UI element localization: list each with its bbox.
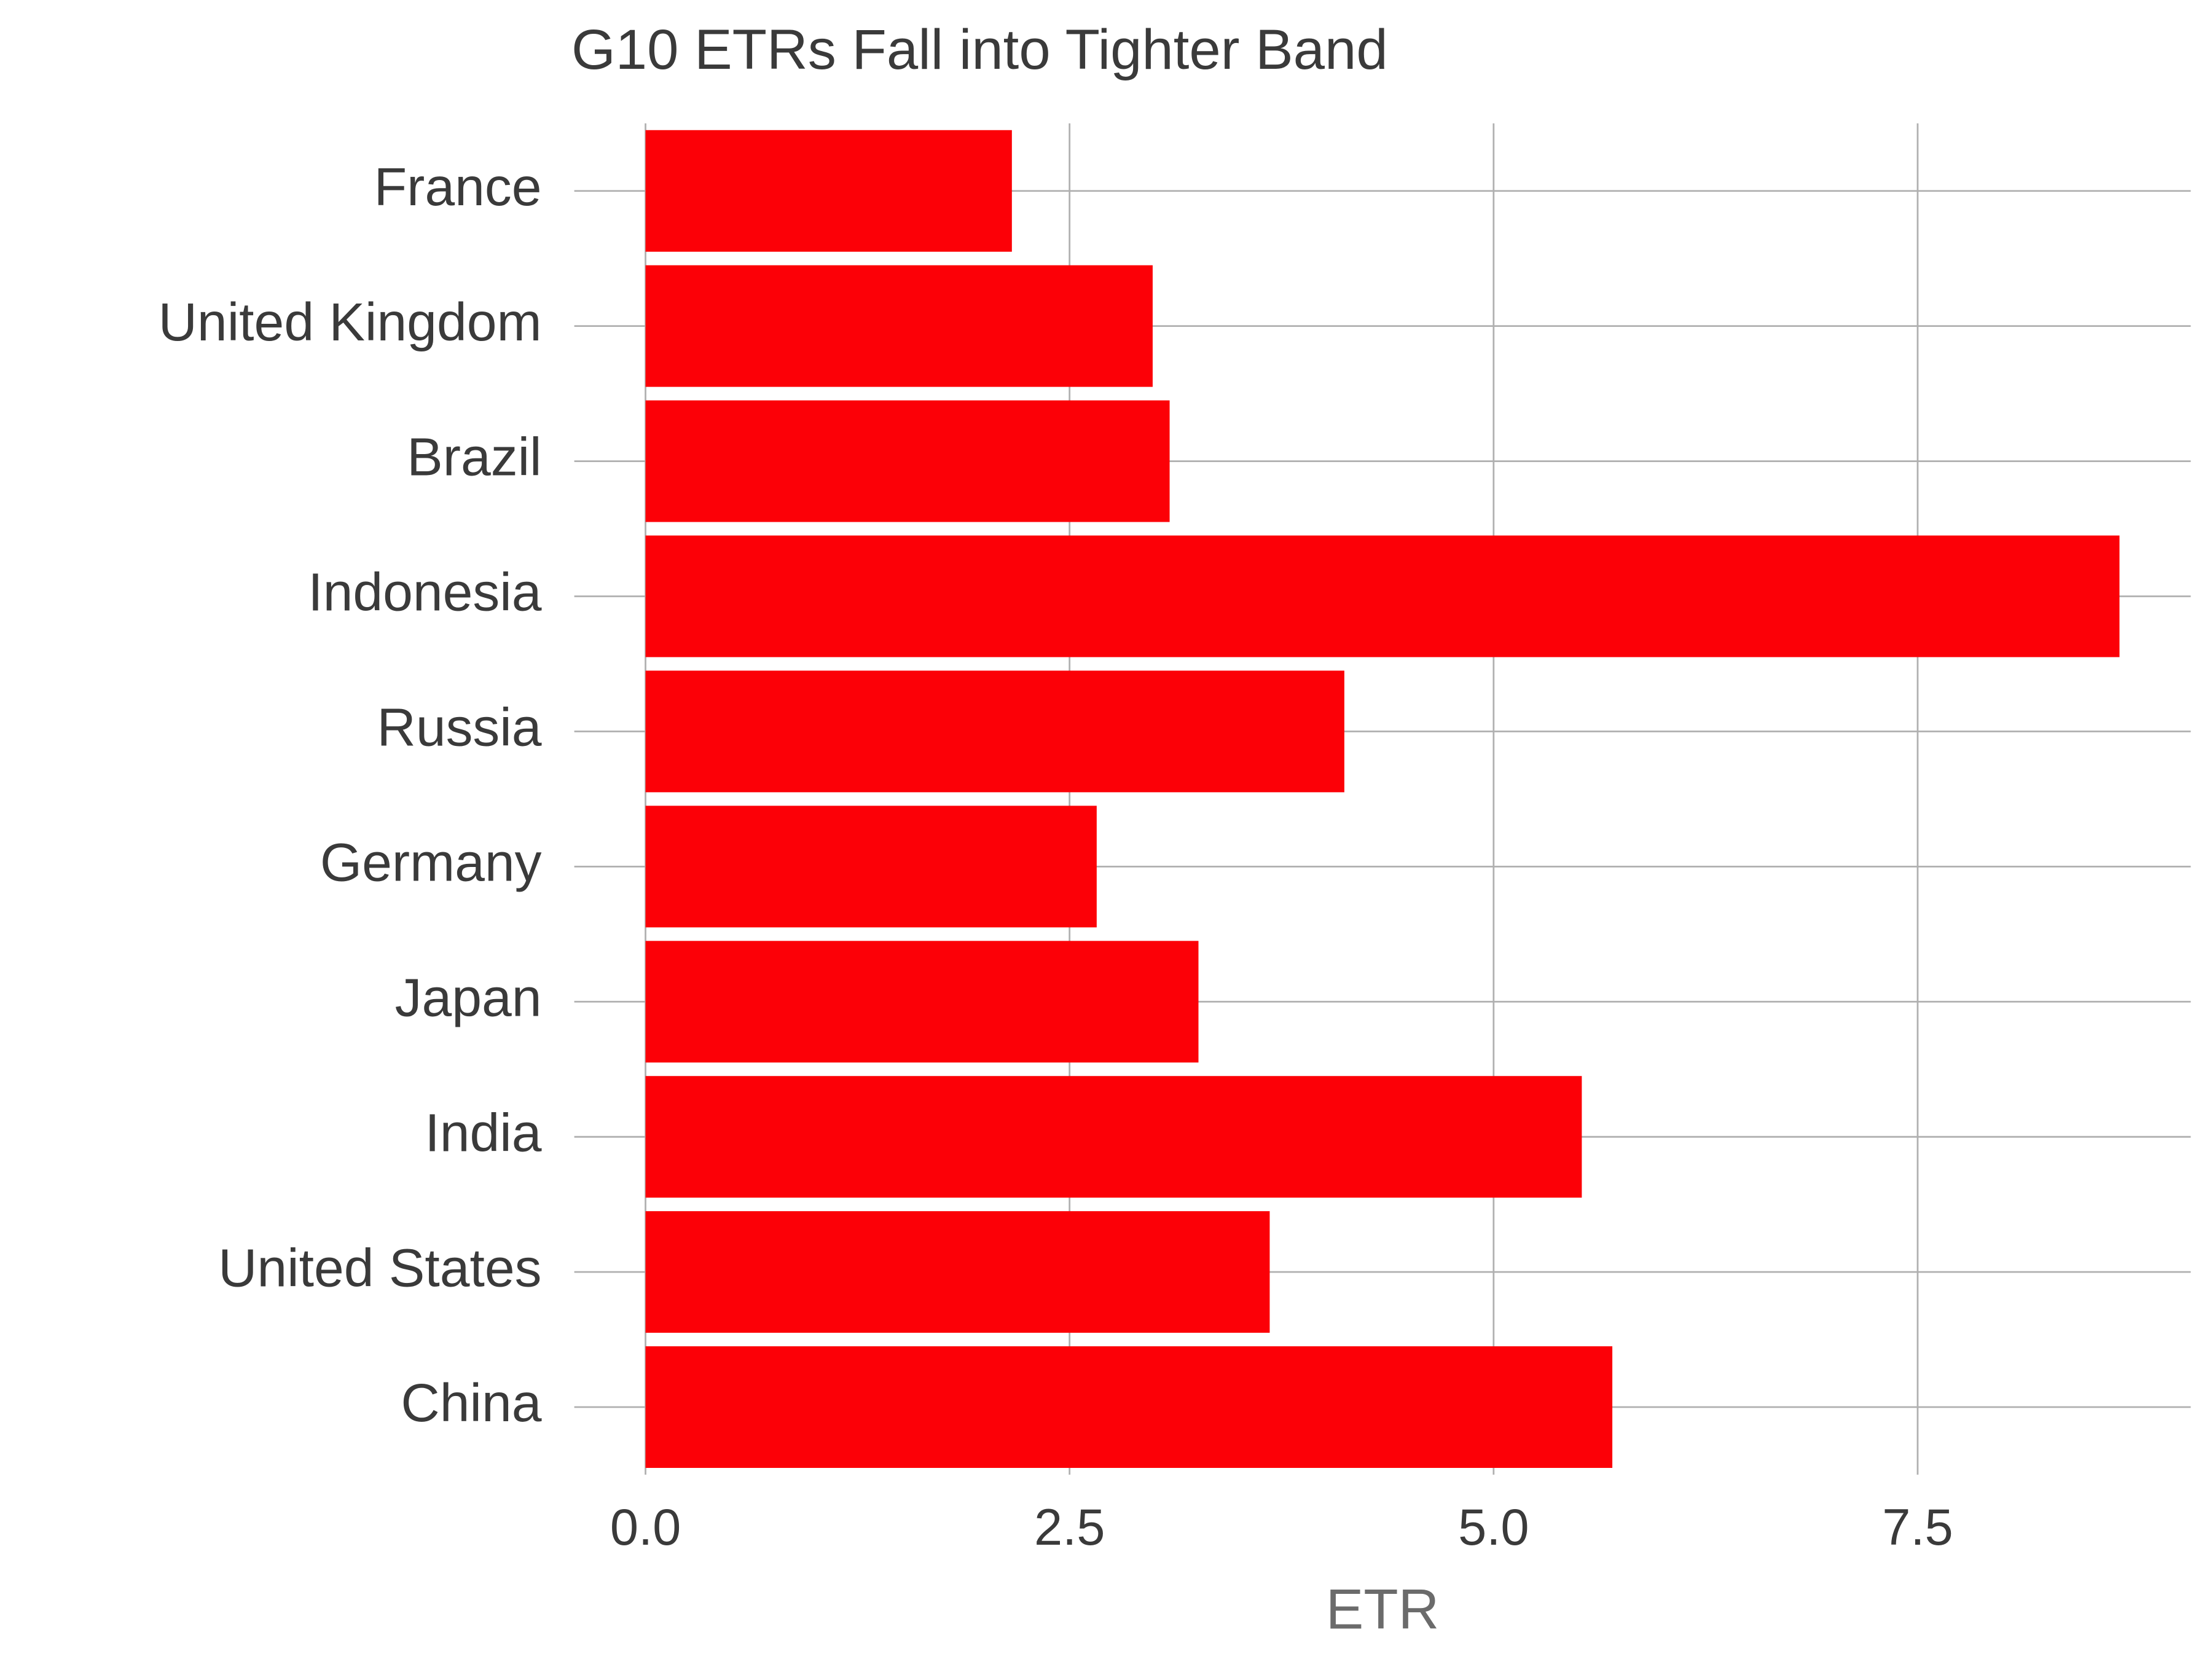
x-tick-label: 7.5 <box>1882 1499 1953 1556</box>
bar <box>645 265 1153 387</box>
y-tick-label: Indonesia <box>308 562 542 622</box>
y-tick-label: United Kingdom <box>159 292 542 352</box>
y-tick-label: United States <box>218 1237 541 1298</box>
x-axis-title: ETR <box>1326 1577 1440 1641</box>
bar <box>645 400 1170 522</box>
y-tick-label: Japan <box>395 967 542 1027</box>
y-tick-label: Brazil <box>407 427 541 487</box>
chart-title: G10 ETRs Fall into Tighter Band <box>571 17 1388 81</box>
y-tick-label: Russia <box>377 697 542 758</box>
y-tick-label: France <box>374 157 542 217</box>
y-tick-label: Germany <box>320 833 542 893</box>
bar <box>645 941 1199 1063</box>
bar <box>645 130 1012 252</box>
x-tick-label: 5.0 <box>1458 1499 1529 1556</box>
bar <box>645 1076 1582 1198</box>
y-tick-label: China <box>401 1373 541 1433</box>
bar <box>645 1346 1613 1469</box>
y-tick-label: India <box>425 1102 541 1163</box>
x-tick-label: 2.5 <box>1034 1499 1105 1556</box>
x-tick-label: 0.0 <box>610 1499 681 1556</box>
bar <box>645 670 1344 793</box>
bar <box>645 806 1097 928</box>
bar <box>645 535 2120 657</box>
bar <box>645 1211 1270 1333</box>
